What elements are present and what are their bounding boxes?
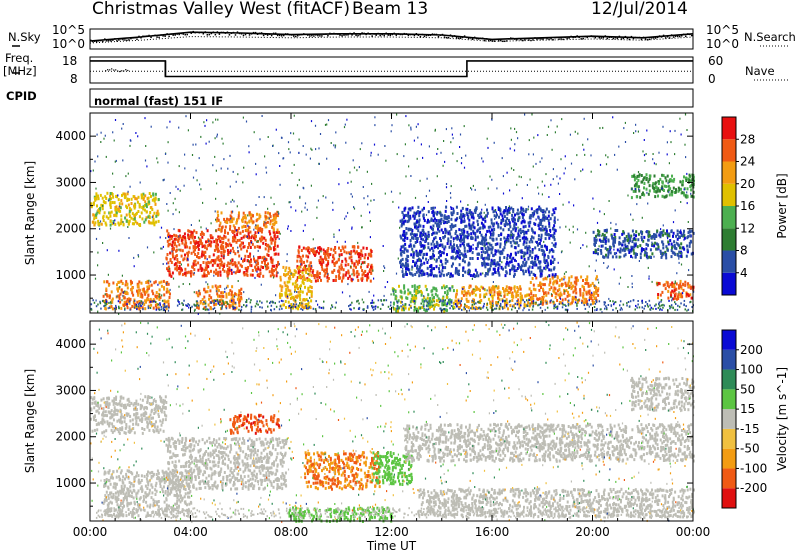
power-cells	[90, 113, 695, 315]
freq-noise-dot	[107, 69, 109, 71]
velocity-colorbar-swatch	[722, 369, 736, 390]
velocity-colorbar-swatch	[722, 330, 736, 350]
velocity-colorbar-swatch	[722, 448, 736, 469]
velocity-colorbar-label: Velocity [m s^-1]	[775, 367, 789, 471]
nave-label: Nave	[745, 64, 775, 78]
freq-noise-dot	[127, 69, 129, 72]
velocity-colorbar-tick-label: 100	[740, 363, 763, 377]
velocity-colorbar-swatch	[722, 428, 736, 449]
power-colorbar-swatch	[722, 183, 736, 206]
nsky-tick-high: 10^5	[52, 23, 85, 37]
velocity-colorbar-tick-label: 200	[740, 343, 763, 357]
freq-noise-dot	[117, 70, 119, 72]
power-colorbar-swatch	[722, 117, 736, 140]
velocity-colorbar-tick-label: -200	[740, 481, 767, 495]
power-colorbar-tick-label: 4	[740, 266, 748, 280]
freq-label: Freq.	[5, 51, 34, 65]
velocity-colorbar-frame	[721, 329, 737, 509]
power-ylabel: Slant Range [km]	[23, 161, 37, 265]
nsky-tick-low: 10^0	[52, 37, 85, 51]
beam-title: Beam 13	[352, 0, 429, 19]
power-ytick-label: 3000	[55, 175, 86, 189]
station-title: Christmas Valley West (fitACF)	[92, 0, 351, 19]
cpid-text: normal (fast) 151 IF	[94, 94, 224, 108]
velocity-ytick-label: 2000	[55, 430, 86, 444]
power-colorbar-swatch	[722, 272, 736, 295]
velocity-colorbar-swatch	[722, 468, 736, 489]
power-colorbar-tick-label: 12	[740, 221, 755, 235]
velocity-ylabel: Slant Range [km]	[23, 369, 37, 473]
velocity-colorbar-swatch	[722, 409, 736, 429]
power-colorbar-label: Power [dB]	[775, 173, 789, 238]
power-colorbar-swatch	[722, 161, 736, 184]
velocity-colorbar-tick-label: -15	[740, 422, 760, 436]
freq-noise-dot	[113, 69, 115, 71]
power-colorbar-swatch	[722, 206, 736, 229]
time-tick-label: 08:00	[274, 525, 309, 539]
velocity-colorbar-tick-label: -50	[740, 442, 760, 456]
power-colorbar-swatch	[722, 139, 736, 162]
velocity-colorbar-tick-label: 15	[740, 402, 755, 416]
freq-noise-dot	[111, 68, 113, 70]
nave-tick-low: 0	[708, 72, 716, 86]
power-colorbar-tick-label: 16	[740, 199, 755, 213]
nsearch-tick-high: 10^5	[706, 23, 739, 37]
velocity-ytick-label: 4000	[55, 337, 86, 351]
power-colorbar-tick-label: 28	[740, 132, 755, 146]
freq-unit-label: [MHz]	[3, 64, 37, 78]
velocity-colorbar-swatch	[722, 389, 736, 410]
time-tick-label: 04:00	[173, 525, 208, 539]
freq-tick-low: 8	[70, 72, 78, 86]
freq-noise-dot	[123, 70, 125, 72]
time-tick-label: 16:00	[475, 525, 510, 539]
power-ytick-label: 4000	[55, 129, 86, 143]
velocity-ytick-label: 3000	[55, 383, 86, 397]
power-colorbar-swatch	[722, 228, 736, 251]
time-tick-label: 00:00	[676, 525, 711, 539]
cpid-panel-frame	[89, 88, 694, 108]
power-ytick-label: 1000	[55, 268, 86, 282]
velocity-colorbar-swatch	[722, 488, 736, 508]
nave-tick-high: 60	[708, 54, 724, 68]
nsky-label: N.Sky	[8, 30, 41, 44]
time-axis-label: Time UT	[366, 539, 417, 553]
power-ytick-label: 2000	[55, 222, 86, 236]
power-colorbar-swatch	[722, 250, 736, 273]
freq-noise-dot	[121, 70, 123, 72]
freq-noise-dot	[109, 69, 111, 71]
nsky-noise	[90, 30, 693, 43]
nsky-panel-frame	[89, 28, 694, 50]
cpid-label: CPID	[6, 89, 37, 103]
power-colorbar-tick-label: 24	[740, 155, 755, 169]
nsearch-tick-low: 10^0	[706, 37, 739, 51]
time-tick-label: 20:00	[575, 525, 610, 539]
power-colorbar-tick-label: 8	[740, 244, 748, 258]
time-tick-label: 12:00	[374, 525, 409, 539]
freq-line	[90, 60, 693, 78]
velocity-colorbar-tick-label: -100	[740, 461, 767, 475]
power-colorbar-tick-label: 20	[740, 177, 755, 191]
nsearch-label: N.Search	[744, 30, 796, 44]
velocity-ytick-label: 1000	[55, 476, 86, 490]
velocity-cells	[90, 321, 695, 523]
freq-tick-high: 18	[62, 54, 78, 68]
freq-noise-dot	[115, 69, 117, 71]
velocity-colorbar-swatch	[722, 349, 736, 370]
time-tick-label: 00:00	[73, 525, 108, 539]
velocity-colorbar-tick-label: 50	[740, 382, 755, 396]
freq-noise-dot	[125, 69, 127, 71]
freq-noise-dot	[119, 70, 121, 73]
freq-noise-dot	[105, 70, 107, 72]
power-frame	[89, 112, 694, 314]
freq-panel-frame	[89, 56, 694, 84]
date-title: 12/Jul/2014	[591, 0, 688, 19]
